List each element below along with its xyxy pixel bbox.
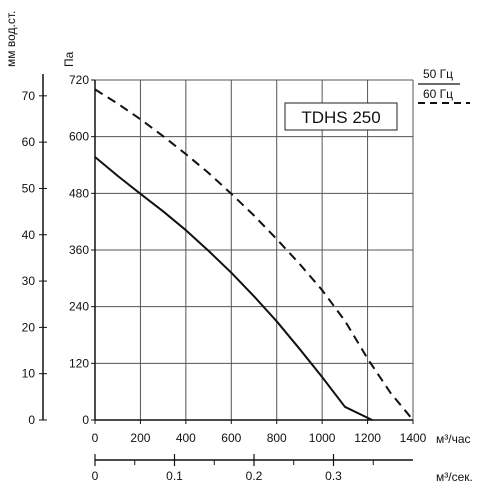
secondary-x-axis-label: м³/сек. (436, 470, 473, 484)
x-tick-label-1: 200 (130, 431, 150, 445)
grid (95, 79, 414, 420)
secondary-y-axis-label: мм вод.ст. (4, 11, 18, 67)
x-tick-label-6: 1200 (354, 431, 381, 445)
legend-label-50hz: 50 Гц (423, 67, 453, 81)
title-box: TDHS 250 (284, 102, 398, 131)
secondary-y-tick-label-3: 30 (22, 274, 36, 288)
x-tick-label-5: 1000 (309, 431, 336, 445)
secondary-y-tick-label-0: 0 (28, 413, 35, 427)
axes (42, 74, 413, 461)
series-lines (94, 88, 414, 421)
title-box-frame (284, 102, 398, 131)
x-tick-label-3: 600 (221, 431, 241, 445)
series-line-1 (94, 88, 414, 421)
x-tick-label-7: 1400 (400, 431, 427, 445)
secondary-y-tick-label-5: 50 (22, 181, 36, 195)
secondary-x-tick-label-1: 0.1 (166, 469, 183, 483)
primary-y-tick-label-2: 240 (69, 300, 89, 314)
secondary-x-tick-label-0: 0 (92, 469, 99, 483)
x-tick-label-2: 400 (176, 431, 196, 445)
x-axis-label: м³/час (436, 432, 471, 446)
x-tick-label-0: 0 (92, 431, 99, 445)
primary-y-tick-label-0: 0 (82, 413, 89, 427)
primary-y-tick-label-6: 720 (69, 73, 89, 87)
secondary-y-tick-label-6: 60 (22, 135, 36, 149)
chart-title: TDHS 250 (301, 108, 380, 127)
secondary-x-tick-label-2: 0.2 (246, 469, 263, 483)
ticks: 0 120 240 360 480 600 720 0 10 20 30 40 50 60 70 0 200 40… (22, 73, 427, 483)
secondary-x-tick-label-3: 0.3 (325, 469, 342, 483)
primary-y-tick-label-5: 600 (69, 130, 89, 144)
primary-y-axis-label: Па (62, 51, 76, 67)
x-tick-label-4: 800 (267, 431, 287, 445)
primary-y-tick-label-4: 480 (69, 186, 89, 200)
secondary-y-tick-label-1: 10 (22, 367, 36, 381)
secondary-y-tick-label-7: 70 (22, 89, 36, 103)
secondary-y-tick-label-4: 40 (22, 228, 36, 242)
primary-y-tick-label-3: 360 (69, 243, 89, 257)
legend-label-60hz: 60 Гц (423, 87, 453, 101)
series-line-0 (94, 156, 373, 421)
secondary-y-tick-label-2: 20 (22, 320, 36, 334)
legend: 50 Гц 60 Гц (418, 67, 470, 104)
primary-y-tick-label-1: 120 (69, 356, 89, 370)
